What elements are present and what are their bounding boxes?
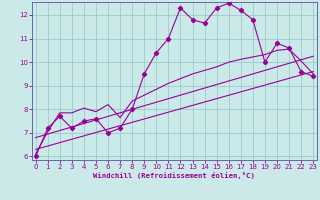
X-axis label: Windchill (Refroidissement éolien,°C): Windchill (Refroidissement éolien,°C) — [93, 172, 255, 179]
